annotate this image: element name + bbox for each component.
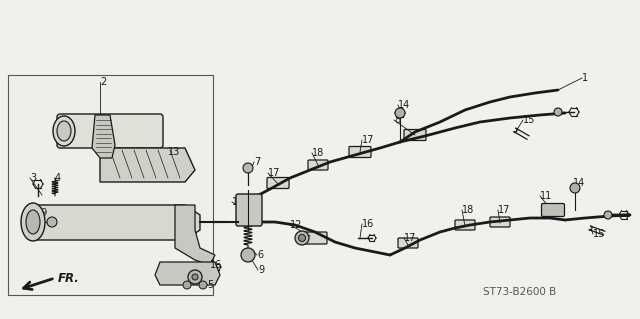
Text: 9: 9 xyxy=(258,265,264,275)
Ellipse shape xyxy=(57,121,71,141)
FancyBboxPatch shape xyxy=(349,146,371,158)
Circle shape xyxy=(243,163,253,173)
Text: 15: 15 xyxy=(593,229,605,239)
Text: 17: 17 xyxy=(498,205,510,215)
Ellipse shape xyxy=(26,210,40,234)
Circle shape xyxy=(570,183,580,193)
Ellipse shape xyxy=(21,203,45,241)
Text: 6: 6 xyxy=(257,250,263,260)
FancyBboxPatch shape xyxy=(490,217,510,227)
Text: 11: 11 xyxy=(540,191,552,201)
Circle shape xyxy=(47,217,57,227)
Text: 8: 8 xyxy=(394,115,400,125)
Circle shape xyxy=(604,211,612,219)
Polygon shape xyxy=(30,205,200,240)
Text: 3: 3 xyxy=(30,173,36,183)
Circle shape xyxy=(395,108,405,118)
Text: 10: 10 xyxy=(232,197,244,207)
FancyBboxPatch shape xyxy=(303,232,327,244)
Ellipse shape xyxy=(53,116,75,146)
Text: 12: 12 xyxy=(290,220,302,230)
Text: 17: 17 xyxy=(268,168,280,178)
Text: 5: 5 xyxy=(207,280,213,290)
Circle shape xyxy=(241,248,255,262)
Circle shape xyxy=(298,234,305,241)
Text: ST73-B2600 B: ST73-B2600 B xyxy=(483,287,556,297)
FancyBboxPatch shape xyxy=(267,177,289,189)
Text: 18: 18 xyxy=(462,205,474,215)
Polygon shape xyxy=(155,262,220,285)
Text: FR.: FR. xyxy=(58,271,80,285)
Text: 16: 16 xyxy=(362,219,374,229)
Text: 14: 14 xyxy=(398,100,410,110)
Circle shape xyxy=(188,270,202,284)
Circle shape xyxy=(183,281,191,289)
Circle shape xyxy=(554,108,562,116)
Text: 14: 14 xyxy=(573,178,585,188)
Text: 17: 17 xyxy=(404,233,417,243)
FancyBboxPatch shape xyxy=(541,204,564,217)
Polygon shape xyxy=(92,115,115,158)
Text: 1: 1 xyxy=(582,73,588,83)
Text: 19: 19 xyxy=(36,208,48,218)
Text: 4: 4 xyxy=(55,173,61,183)
Circle shape xyxy=(295,231,309,245)
FancyBboxPatch shape xyxy=(398,238,418,248)
FancyBboxPatch shape xyxy=(308,160,328,170)
FancyBboxPatch shape xyxy=(404,130,426,140)
Text: 16: 16 xyxy=(210,260,222,270)
Text: 2: 2 xyxy=(100,77,106,87)
Polygon shape xyxy=(175,205,215,265)
FancyBboxPatch shape xyxy=(455,220,475,230)
Polygon shape xyxy=(100,148,195,182)
Text: 18: 18 xyxy=(312,148,324,158)
Circle shape xyxy=(192,274,198,280)
Text: 13: 13 xyxy=(168,147,180,157)
FancyBboxPatch shape xyxy=(57,114,163,148)
Text: 15: 15 xyxy=(523,115,536,125)
Text: 17: 17 xyxy=(362,135,374,145)
Text: 7: 7 xyxy=(254,157,260,167)
FancyBboxPatch shape xyxy=(8,75,213,295)
Circle shape xyxy=(199,281,207,289)
FancyBboxPatch shape xyxy=(236,194,262,226)
